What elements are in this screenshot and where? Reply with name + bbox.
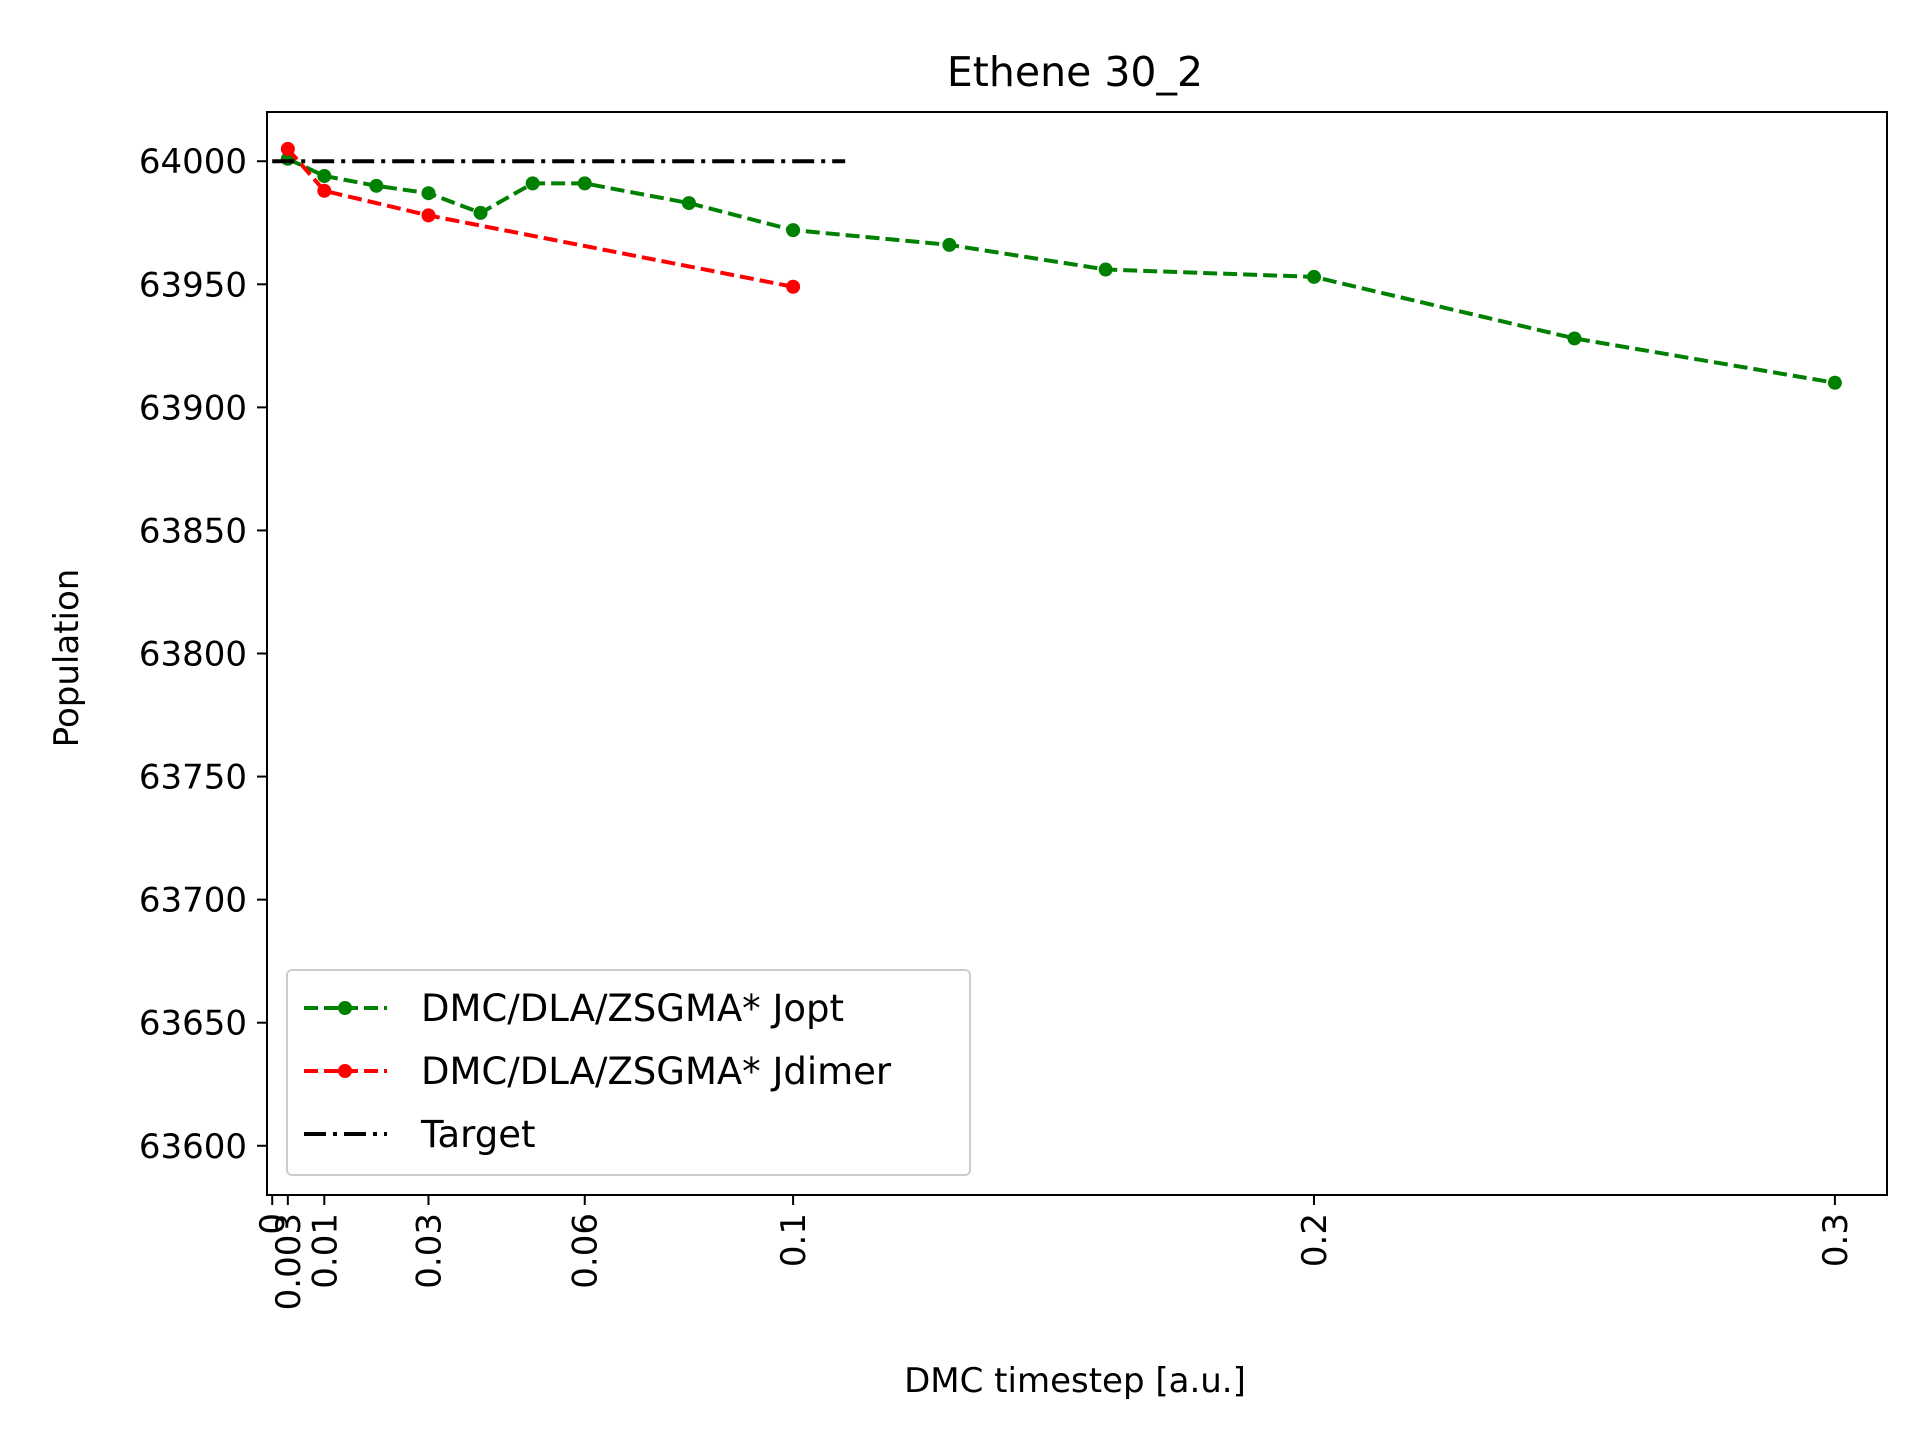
- chart-title: Ethene 30_2: [947, 48, 1203, 96]
- data-point-1: [421, 208, 436, 223]
- data-point-1: [317, 183, 332, 198]
- x-tick-label: 0.3: [1816, 1213, 1856, 1267]
- y-tick-label: 64000: [139, 142, 247, 182]
- legend: DMC/DLA/ZSGMA* Jopt DMC/DLA/ZSGMA* Jdimer…: [286, 969, 971, 1176]
- legend-marker-1: [338, 1064, 352, 1078]
- data-point-1: [786, 279, 801, 294]
- data-point-0: [942, 237, 957, 252]
- y-tick-label: 63700: [139, 881, 247, 921]
- legend-label-1: DMC/DLA/ZSGMA* Jdimer: [421, 1050, 892, 1093]
- data-point-0: [525, 176, 540, 191]
- x-tick-label: 0.2: [1295, 1213, 1335, 1267]
- data-point-0: [421, 186, 436, 201]
- y-tick-label: 63950: [139, 265, 247, 305]
- y-tick-label: 63900: [139, 388, 247, 428]
- data-point-0: [681, 196, 696, 211]
- legend-marker-0: [338, 1001, 352, 1015]
- data-point-0: [1827, 375, 1842, 390]
- x-tick-label: 0.003: [269, 1213, 309, 1310]
- series-line-1: [286, 147, 794, 289]
- plot-area: 63600 63650 63700 63750 63800 63850 63900 63950…: [139, 111, 1888, 1310]
- x-tick-label: 0.01: [305, 1213, 345, 1289]
- data-point-0: [473, 205, 488, 220]
- data-point-0: [1567, 331, 1582, 346]
- x-axis-title: DMC timestep [a.u.]: [904, 1361, 1246, 1401]
- x-tick-label: 0: [253, 1213, 293, 1235]
- data-point-1: [280, 141, 295, 156]
- y-tick-label: 63750: [139, 758, 247, 798]
- legend-label-0: DMC/DLA/ZSGMA* Jopt: [421, 987, 844, 1030]
- legend-label-2: Target: [420, 1113, 535, 1156]
- y-axis-title: Population: [47, 569, 87, 748]
- y-tick-label: 63600: [139, 1127, 247, 1167]
- data-point-0: [786, 223, 801, 238]
- data-point-0: [1307, 269, 1322, 284]
- x-tick-label: 0.03: [409, 1213, 449, 1289]
- series-line-0: [286, 156, 1836, 385]
- legend-frame: [286, 969, 971, 1176]
- data-point-0: [317, 168, 332, 183]
- x-tick-label: 0.1: [774, 1213, 814, 1267]
- y-tick-label: 63650: [139, 1004, 247, 1044]
- y-tick-label: 63800: [139, 635, 247, 675]
- data-point-0: [369, 178, 384, 193]
- y-tick-label: 63850: [139, 511, 247, 551]
- x-tick-label: 0.06: [566, 1213, 606, 1289]
- data-point-0: [1098, 262, 1113, 277]
- data-point-0: [577, 176, 592, 191]
